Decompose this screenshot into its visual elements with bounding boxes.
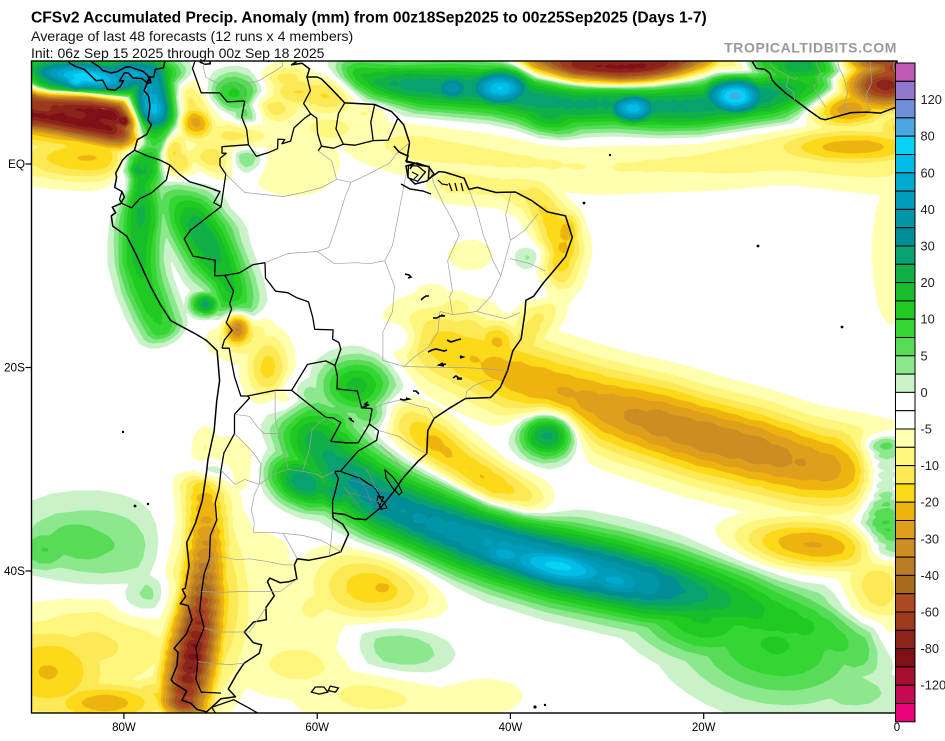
svg-text:20: 20 [921, 275, 935, 290]
svg-text:0: 0 [894, 722, 900, 734]
svg-text:30: 30 [921, 239, 935, 254]
svg-text:80W: 80W [112, 722, 136, 734]
svg-text:-40: -40 [921, 568, 940, 583]
svg-text:5: 5 [921, 348, 928, 363]
svg-text:TROPICALTIDBITS.COM: TROPICALTIDBITS.COM [724, 40, 897, 56]
svg-text:20W: 20W [692, 722, 716, 734]
svg-text:-80: -80 [921, 641, 940, 656]
svg-text:20S: 20S [4, 361, 25, 375]
svg-text:0: 0 [921, 385, 928, 400]
svg-text:-10: -10 [921, 458, 940, 473]
svg-text:-30: -30 [921, 531, 940, 546]
svg-text:Average of last 48 forecasts (: Average of last 48 forecasts (12 runs x … [31, 29, 353, 45]
svg-text:-5: -5 [921, 422, 932, 437]
svg-text:60: 60 [921, 165, 935, 180]
svg-text:40S: 40S [4, 564, 25, 578]
svg-text:Init: 06z Sep 15 2025 through: Init: 06z Sep 15 2025 through 00z Sep 18… [31, 45, 325, 61]
svg-text:10: 10 [921, 312, 935, 327]
svg-text:-60: -60 [921, 605, 940, 620]
svg-text:60W: 60W [305, 722, 329, 734]
svg-text:40W: 40W [499, 722, 523, 734]
svg-text:-20: -20 [921, 495, 940, 510]
svg-text:EQ: EQ [8, 157, 25, 171]
svg-text:CFSv2 Accumulated Precip. Anom: CFSv2 Accumulated Precip. Anomaly (mm) f… [31, 10, 707, 27]
svg-text:80: 80 [921, 129, 935, 144]
svg-text:40: 40 [921, 202, 935, 217]
svg-text:-120: -120 [921, 678, 945, 693]
svg-text:120: 120 [921, 92, 942, 107]
